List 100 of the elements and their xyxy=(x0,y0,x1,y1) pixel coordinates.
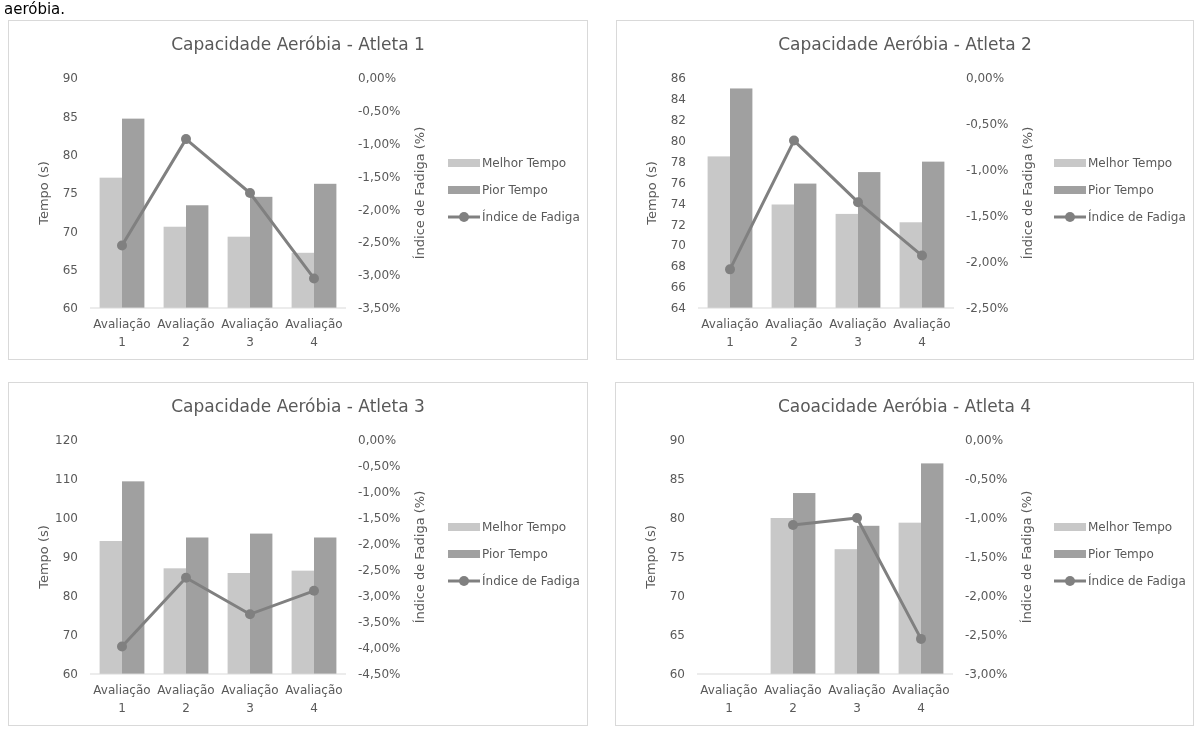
y2-tick-label: -3,50% xyxy=(358,301,401,316)
x-tick-label: Avaliação 2 xyxy=(157,683,215,715)
y2-tick-label: -4,00% xyxy=(358,641,401,656)
point xyxy=(245,188,255,198)
legend-label: Pior Tempo xyxy=(482,183,548,198)
y2-axis-title: Índice de Fadiga (%) xyxy=(1019,490,1034,624)
y-tick-label: 72 xyxy=(670,217,686,232)
x-tick-label: Avaliação 3 xyxy=(829,317,887,349)
y-tick-label: 74 xyxy=(670,196,686,211)
y-tick-label: 75 xyxy=(62,186,78,201)
y2-tick-label: -2,00% xyxy=(965,589,1008,604)
point xyxy=(788,520,798,531)
y2-tick-label: -0,50% xyxy=(358,459,401,474)
y-tick-label: 80 xyxy=(62,147,78,162)
y-axis-title: Tempo (s) xyxy=(644,161,659,226)
point xyxy=(916,633,926,644)
legend-label: Índice de Fadiga xyxy=(1088,209,1186,225)
x-tick-label: Avaliação 1 xyxy=(93,317,151,349)
y-tick-label: 60 xyxy=(669,667,685,682)
y2-tick-label: -2,00% xyxy=(966,255,1009,270)
point xyxy=(309,585,319,596)
y-tick-label: 65 xyxy=(62,262,78,277)
chart-title: Caoacidade Aeróbia - Atleta 4 xyxy=(777,396,1032,416)
y2-tick-label: 0,00% xyxy=(358,71,397,86)
y2-tick-label: -1,50% xyxy=(965,550,1008,565)
y-axis-title: Tempo (s) xyxy=(36,161,51,226)
y-tick-label: 85 xyxy=(669,472,685,487)
y2-tick-label: 0,00% xyxy=(358,433,397,448)
legend-label: Melhor Tempo xyxy=(1088,520,1173,535)
y-axis-title: Tempo (s) xyxy=(643,525,658,590)
legend-label: Índice de Fadiga xyxy=(482,573,580,589)
x-tick-label: Avaliação 1 xyxy=(700,683,758,715)
y-tick-label: 90 xyxy=(62,550,78,565)
x-tick-label: Avaliação 3 xyxy=(221,683,279,715)
y2-tick-label: -2,50% xyxy=(358,563,401,578)
y-tick-label: 90 xyxy=(669,433,685,448)
point xyxy=(245,609,255,620)
y2-tick-label: -2,50% xyxy=(965,628,1008,643)
x-tick-label: Avaliação 4 xyxy=(893,317,951,349)
legend-label: Índice de Fadiga xyxy=(1088,573,1186,589)
y2-tick-label: -3,00% xyxy=(358,268,401,283)
y-tick-label: 70 xyxy=(669,589,685,604)
legend-label: Melhor Tempo xyxy=(482,156,567,171)
legend-label: Índice de Fadiga xyxy=(482,209,580,225)
y-tick-label: 75 xyxy=(669,550,685,565)
x-tick-label: Avaliação 1 xyxy=(701,317,759,349)
chart-title: Capacidade Aeróbia - Atleta 1 xyxy=(171,34,425,54)
y2-axis-title: Índice de Fadiga (%) xyxy=(412,490,427,624)
y2-tick-label: -1,50% xyxy=(358,169,401,184)
y2-tick-label: -1,50% xyxy=(358,511,401,526)
y2-axis-title: Índice de Fadiga (%) xyxy=(1020,126,1035,260)
y2-axis-title: Índice de Fadiga (%) xyxy=(412,126,427,260)
x-tick-label: Avaliação 4 xyxy=(285,683,343,715)
y-tick-label: 86 xyxy=(670,71,686,86)
y2-tick-label: -3,00% xyxy=(358,589,401,604)
x-tick-label: Avaliação 2 xyxy=(764,683,822,715)
x-tick-label: Avaliação 4 xyxy=(285,317,343,349)
y2-tick-label: -1,00% xyxy=(965,511,1008,526)
y-tick-label: 60 xyxy=(62,667,78,682)
legend-label: Pior Tempo xyxy=(482,547,548,562)
y-tick-label: 100 xyxy=(55,511,78,526)
legend-label: Melhor Tempo xyxy=(1088,156,1173,171)
chart-title: Capacidade Aeróbia - Atleta 3 xyxy=(171,396,425,416)
point xyxy=(309,273,319,284)
y2-tick-label: 0,00% xyxy=(966,71,1005,86)
y-tick-label: 65 xyxy=(669,628,685,643)
point xyxy=(853,197,863,208)
legend-label: Pior Tempo xyxy=(1088,183,1154,198)
y-tick-label: 78 xyxy=(670,154,686,169)
point xyxy=(725,264,735,275)
y-tick-label: 80 xyxy=(669,511,685,526)
y2-tick-label: -2,00% xyxy=(358,537,401,552)
y-tick-label: 110 xyxy=(55,472,78,487)
legend-label: Melhor Tempo xyxy=(482,520,567,535)
y2-tick-label: -1,00% xyxy=(966,163,1009,178)
y-tick-label: 90 xyxy=(62,71,78,86)
y2-tick-label: -1,00% xyxy=(358,485,401,500)
y2-tick-label: -0,50% xyxy=(358,104,401,119)
x-tick-label: Avaliação 1 xyxy=(93,683,151,715)
y-tick-label: 80 xyxy=(670,133,686,148)
x-tick-label: Avaliação 2 xyxy=(765,317,823,349)
y-tick-label: 68 xyxy=(670,259,686,274)
x-tick-label: Avaliação 3 xyxy=(828,683,886,715)
y2-tick-label: -3,50% xyxy=(358,615,401,630)
y2-tick-label: -2,50% xyxy=(358,235,401,250)
chart-title: Capacidade Aeróbia - Atleta 2 xyxy=(778,34,1032,54)
y-tick-label: 66 xyxy=(670,280,686,295)
y-tick-label: 64 xyxy=(670,301,686,316)
point xyxy=(917,250,927,261)
y-tick-label: 120 xyxy=(55,433,78,448)
y2-tick-label: -2,50% xyxy=(966,301,1009,316)
legend-label: Pior Tempo xyxy=(1088,547,1154,562)
y2-tick-label: -1,50% xyxy=(966,209,1009,224)
y-tick-label: 82 xyxy=(670,113,686,128)
y2-tick-label: -0,50% xyxy=(965,472,1008,487)
x-tick-label: Avaliação 2 xyxy=(157,317,215,349)
point xyxy=(789,135,799,146)
y2-tick-label: 0,00% xyxy=(965,433,1004,448)
y-tick-label: 80 xyxy=(62,589,78,604)
point xyxy=(117,240,127,251)
